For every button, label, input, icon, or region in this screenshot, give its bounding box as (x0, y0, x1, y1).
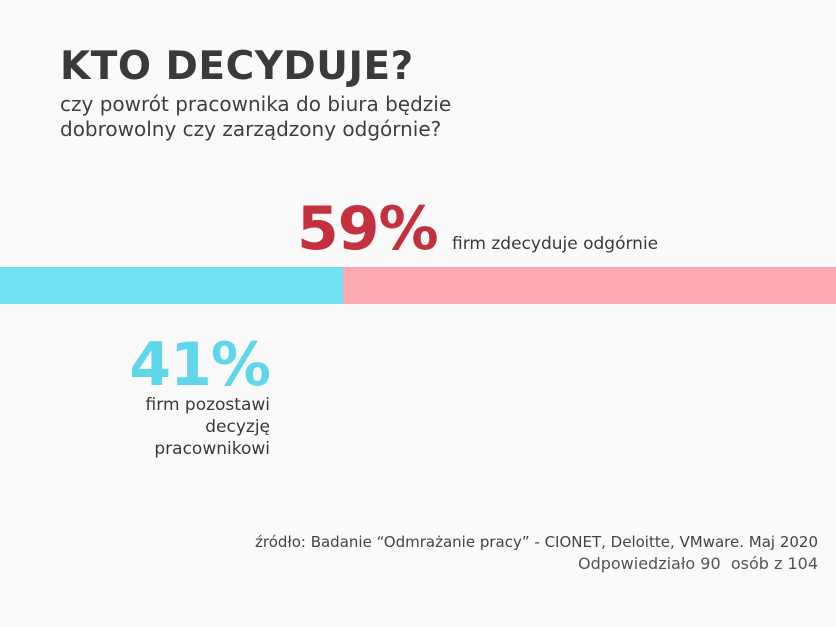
chart-subtitle: czy powrót pracownika do biura będzie do… (60, 92, 452, 141)
bar-segment-59 (342, 267, 836, 304)
value-label-41: 41% (129, 330, 271, 400)
respondents-note: Odpowiedziało 90 osób z 104 (577, 554, 818, 573)
description-41: firm pozostawi decyzję pracownikowi (145, 395, 270, 459)
stacked-bar (0, 267, 836, 304)
source-note: źródło: Badanie “Odmrażanie pracy” - CIO… (255, 533, 818, 551)
bar-segment-41 (0, 267, 343, 304)
description-59: firm zdecyduje odgórnie (452, 234, 659, 254)
value-label-59: 59% (297, 194, 439, 264)
chart-title: KTO DECYDUJE? (60, 44, 414, 89)
